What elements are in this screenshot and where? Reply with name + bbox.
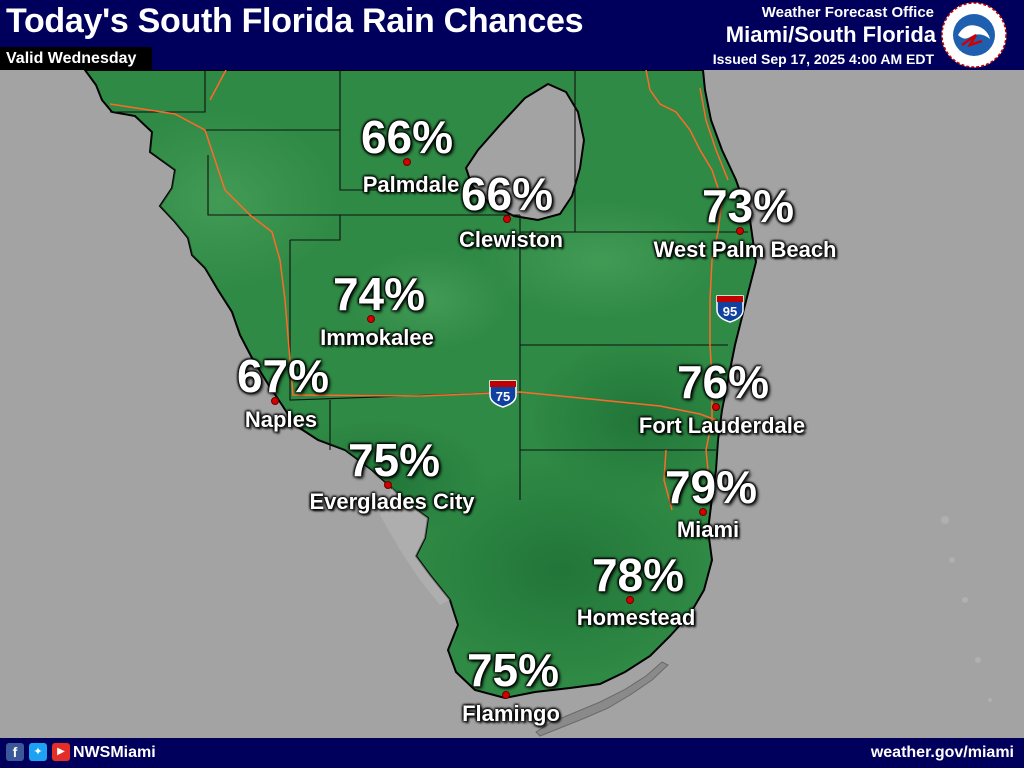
issued-time-label: Issued Sep 17, 2025 4:00 AM EDT: [712, 51, 934, 67]
station-name: Immokalee: [320, 325, 434, 350]
station-dot: [271, 397, 279, 405]
rain-chance-value: 66%: [360, 111, 454, 163]
nws-logo-icon: [940, 1, 1008, 69]
header-bar: Today's South Florida Rain Chances Valid…: [0, 0, 1024, 70]
valid-bar: Valid Wednesday: [0, 47, 152, 70]
station-name: Flamingo: [462, 701, 560, 726]
station-name: Fort Lauderdale: [638, 413, 806, 438]
interstate-95-shield: 95: [716, 295, 744, 323]
rain-chance-value: 78%: [591, 549, 685, 601]
south-florida-map: 75 95: [0, 70, 1024, 738]
station-name: Homestead: [576, 605, 696, 630]
office-name-label: Miami/South Florida: [725, 22, 936, 47]
page-title: Today's South Florida Rain Chances: [6, 2, 584, 40]
station-name: Everglades City: [309, 489, 475, 514]
station-name: Miami: [676, 517, 740, 542]
svg-text:75: 75: [496, 389, 510, 404]
rain-chance-value: 66%: [460, 168, 554, 220]
bay-islands: [941, 516, 992, 702]
svg-text:95: 95: [723, 304, 737, 319]
station-dot: [502, 691, 510, 699]
twitter-icon[interactable]: ✦: [29, 743, 47, 761]
rain-chance-value: 76%: [676, 356, 770, 408]
station-dot: [503, 215, 511, 223]
station-dot: [403, 158, 411, 166]
station-name: Naples: [244, 407, 318, 432]
website-link[interactable]: weather.gov/miami: [870, 744, 1014, 761]
coastal-marsh: [380, 488, 450, 605]
youtube-icon[interactable]: ▶: [52, 743, 70, 761]
rain-chance-value: 74%: [332, 268, 426, 320]
station-name: Clewiston: [459, 227, 563, 252]
rain-chance-value: 67%: [236, 350, 330, 402]
rain-chance-value: 79%: [664, 461, 758, 513]
station-dot: [699, 508, 707, 516]
rain-chance-value: 75%: [466, 644, 560, 696]
valid-day-label: Valid Wednesday: [6, 50, 137, 67]
footer-bar: f ✦ ▶ NWSMiami weather.gov/miami: [0, 738, 1024, 768]
lake-okeechobee: [464, 82, 586, 222]
interstate-75-shield: 75: [489, 380, 517, 408]
rain-chance-value: 73%: [701, 180, 795, 232]
station-name: Palmdale: [362, 172, 460, 197]
county-lines: [110, 70, 748, 500]
station-dot: [712, 403, 720, 411]
station-name: West Palm Beach: [653, 237, 837, 262]
office-type-label: Weather Forecast Office: [761, 4, 934, 21]
station-dot: [736, 227, 744, 235]
facebook-icon[interactable]: f: [6, 743, 24, 761]
social-handle[interactable]: NWSMiami: [73, 744, 156, 761]
station-dot: [384, 481, 392, 489]
station-dot: [367, 315, 375, 323]
rain-chance-value: 75%: [347, 434, 441, 486]
station-dot: [626, 596, 634, 604]
major-roads: [109, 70, 729, 511]
florida-keys: [535, 661, 669, 737]
